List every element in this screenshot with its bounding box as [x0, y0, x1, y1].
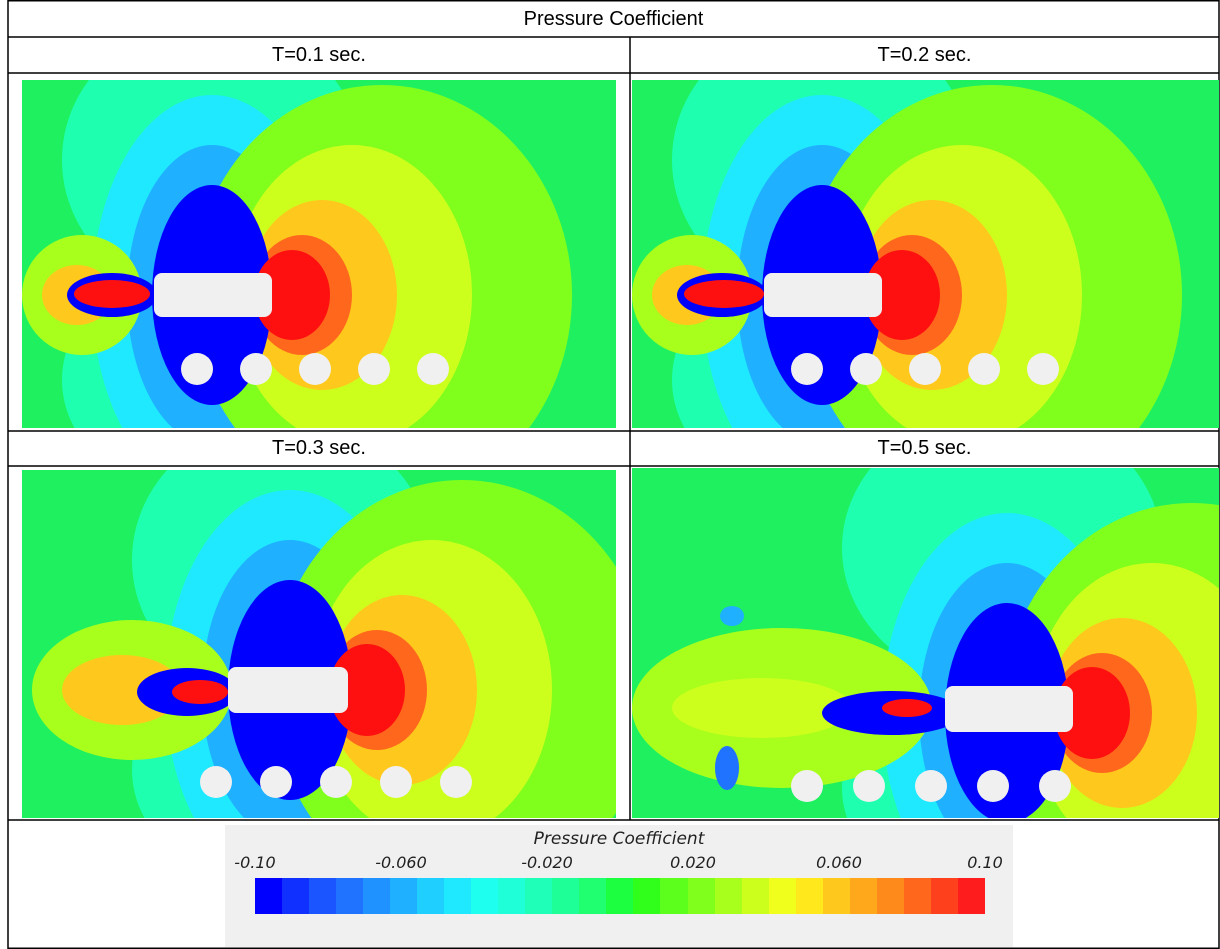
- colorbar-swatch: [741, 878, 769, 914]
- colorbar-tick: -0.060: [375, 853, 427, 872]
- panel-label-t02: T=0.2 sec.: [877, 44, 972, 66]
- colorbar-swatch: [768, 878, 796, 914]
- colorbar-swatch: [444, 878, 472, 914]
- colorbar-swatch: [282, 878, 310, 914]
- pressure-coefficient-colorbar: Pressure Coefficient -0.10 -0.060 -0.020…: [225, 825, 1013, 947]
- colorbar-swatch: [336, 878, 364, 914]
- colorbar-swatch: [417, 878, 445, 914]
- contour-plot-t02: [632, 80, 1219, 428]
- contour-plot-t03: [22, 470, 616, 818]
- colorbar-swatch: [714, 878, 742, 914]
- colorbar-tick: -0.020: [521, 853, 573, 872]
- colorbar-swatch: [957, 878, 985, 914]
- colorbar-title: Pressure Coefficient: [533, 829, 705, 849]
- colorbar-swatch: [876, 878, 904, 914]
- colorbar-swatch: [660, 878, 688, 914]
- colorbar-swatch: [795, 878, 823, 914]
- colorbar-swatch: [606, 878, 634, 914]
- colorbar-tick: -0.10: [234, 853, 276, 872]
- colorbar-swatch: [309, 878, 337, 914]
- colorbar-tick: 0.060: [816, 853, 862, 872]
- panel-label-t05: T=0.5 sec.: [877, 437, 972, 459]
- colorbar-swatch: [471, 878, 499, 914]
- table-title: Pressure Coefficient: [523, 8, 704, 30]
- colorbar-tick: 0.020: [670, 853, 716, 872]
- colorbar-swatch: [255, 878, 283, 914]
- colorbar-swatch: [687, 878, 715, 914]
- colorbar-tick: 0.10: [967, 853, 1003, 872]
- colorbar-gradient: [255, 878, 985, 914]
- colorbar-swatch: [525, 878, 553, 914]
- colorbar-swatch: [930, 878, 958, 914]
- colorbar-swatch: [498, 878, 526, 914]
- colorbar-swatch: [849, 878, 877, 914]
- colorbar-swatch: [633, 878, 661, 914]
- panel-label-t01: T=0.1 sec.: [272, 44, 366, 66]
- colorbar-swatch: [579, 878, 607, 914]
- colorbar-swatch: [552, 878, 580, 914]
- colorbar-swatch: [903, 878, 931, 914]
- colorbar-swatch: [390, 878, 418, 914]
- colorbar-swatch: [363, 878, 391, 914]
- contour-plot-t01: [22, 80, 616, 428]
- contour-plot-t05: [632, 468, 1219, 818]
- panel-label-t03: T=0.3 sec.: [272, 437, 366, 459]
- colorbar-swatch: [822, 878, 850, 914]
